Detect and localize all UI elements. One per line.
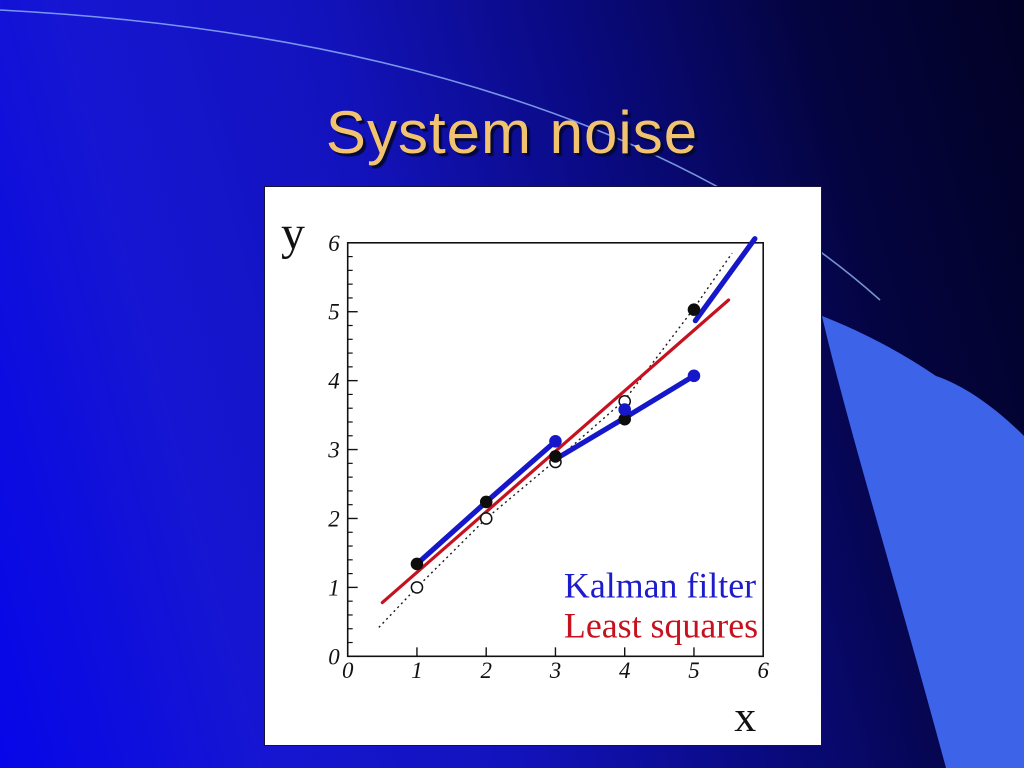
legend-least-squares: Least squares [564, 605, 758, 645]
x-tick-label: 5 [688, 658, 699, 683]
slide-title: System noise [325, 99, 699, 166]
y-tick-label: 3 [327, 438, 339, 463]
y-tick-label: 1 [328, 575, 339, 600]
estimate-points-black-marker [549, 450, 562, 463]
series-kalman-filter-segment-3 [692, 236, 758, 324]
measurements-open-circles-marker [410, 581, 424, 594]
legend-kalman-filter: Kalman filter [564, 566, 756, 606]
x-tick-label: 4 [619, 658, 630, 683]
x-tick-label: 6 [757, 658, 769, 683]
estimate-points-black-marker [687, 303, 701, 316]
estimate-points-blue-marker [549, 435, 562, 448]
y-tick-label: 5 [328, 300, 339, 325]
y-tick-label: 4 [328, 369, 339, 394]
measurements-open-circles-marker [479, 512, 493, 525]
x-axis-label: x [734, 693, 756, 741]
y-axis-label: y [281, 207, 305, 260]
x-tick-label: 1 [411, 658, 422, 683]
estimate-points-black-marker [479, 495, 493, 509]
estimate-points-blue-marker [687, 369, 701, 383]
chart-panel: 0 1 2 3 4 5 6 0 1 2 3 4 5 6 y x Kalman filter Least squar… [264, 186, 822, 746]
x-tick-label: 0 [342, 658, 354, 683]
background-swoosh [822, 316, 1024, 768]
y-tick-label: 2 [328, 506, 339, 531]
estimate-points-black-marker [618, 412, 631, 426]
estimate-points-blue-marker [618, 403, 631, 416]
x-tick-label: 3 [549, 658, 561, 683]
estimate-points-black-marker [410, 557, 424, 571]
y-tick-label: 0 [328, 644, 340, 669]
y-tick-label: 6 [328, 231, 340, 256]
x-tick-label: 2 [480, 658, 491, 683]
